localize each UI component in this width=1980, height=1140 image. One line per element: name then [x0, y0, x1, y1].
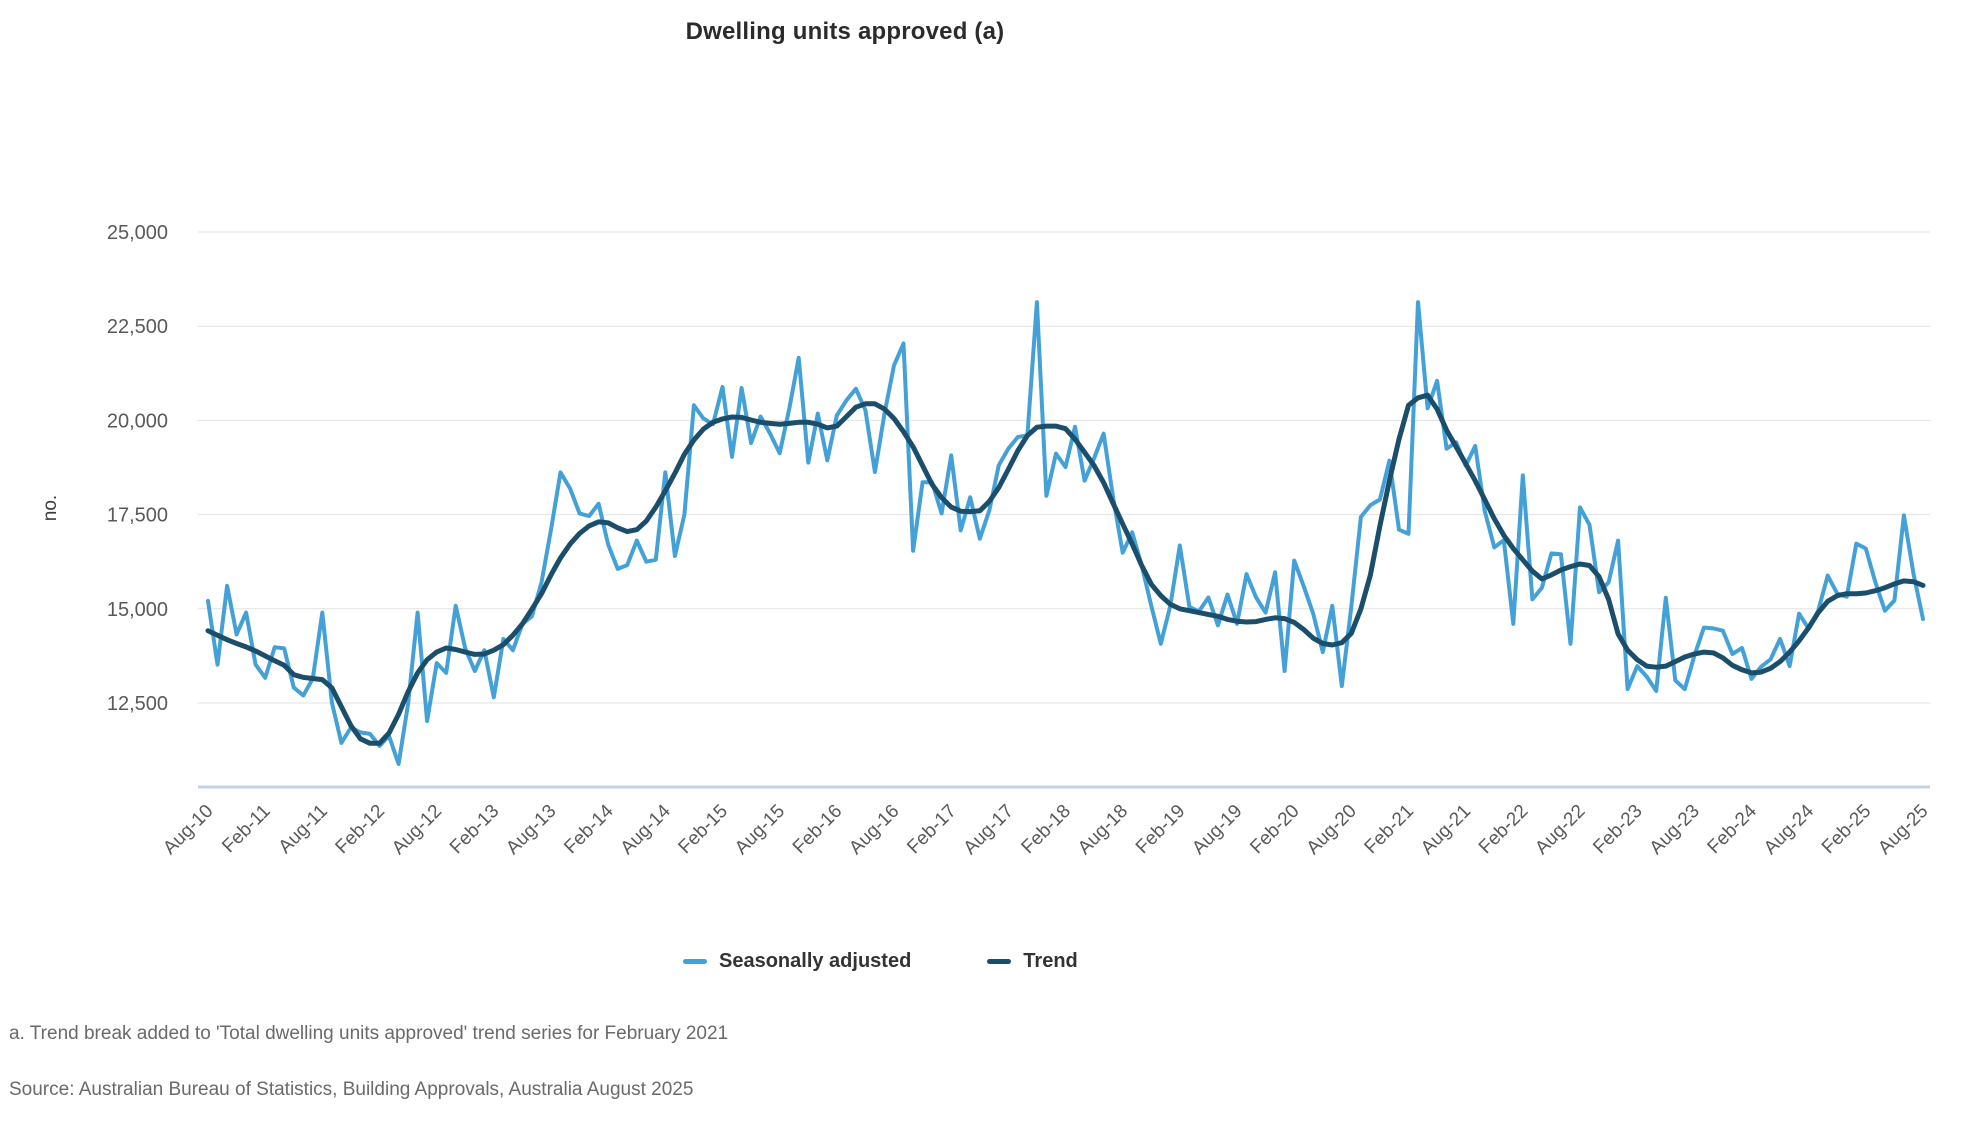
x-axis-tick-label: Aug-18: [1074, 801, 1132, 859]
y-axis-title: no.: [40, 495, 61, 521]
x-axis-tick-label: Aug-15: [731, 801, 789, 859]
x-axis-tick-label: Aug-10: [159, 801, 217, 859]
footnote-source: Source: Australian Bureau of Statistics,…: [9, 1079, 694, 1100]
x-axis-tick-label: Feb-14: [560, 800, 618, 858]
x-axis-tick-label: Aug-21: [1417, 801, 1475, 859]
y-axis-tick-label: 25,000: [107, 222, 168, 244]
x-axis-tick-label: Feb-13: [446, 801, 503, 858]
x-axis-tick-label: Feb-17: [903, 801, 960, 858]
y-axis-tick-label: 12,500: [107, 693, 168, 715]
legend-label-trend[interactable]: Trend: [1023, 949, 1078, 972]
seasonally-adjusted-line: [206, 300, 1925, 766]
x-axis-tick-label: Feb-23: [1589, 801, 1646, 858]
x-axis-tick-label: Feb-11: [218, 801, 274, 857]
x-axis-tick-label: Aug-12: [388, 801, 446, 859]
y-axis-tick-label: 17,500: [107, 505, 168, 527]
x-axis-tick-label: Feb-20: [1246, 801, 1303, 858]
x-axis-tick-label: Feb-16: [789, 801, 846, 858]
trend-swatch-icon: [987, 958, 1012, 964]
y-axis-tick-label: 22,500: [107, 316, 168, 338]
x-axis-tick-label: Aug-13: [502, 801, 560, 859]
x-axis-tick-label: Aug-25: [1874, 801, 1932, 859]
y-axis-tick-label: 15,000: [107, 599, 168, 621]
chart-title: Dwelling units approved (a): [685, 18, 1005, 45]
x-axis-tick-label: Aug-11: [275, 801, 332, 858]
x-axis-tick-label: Feb-15: [675, 801, 732, 858]
x-axis-tick-label: Feb-19: [1132, 801, 1189, 858]
x-axis-tick-label: Aug-22: [1531, 801, 1589, 859]
x-axis-tick-label: Aug-19: [1188, 801, 1246, 859]
x-axis-tick-label: Aug-23: [1646, 801, 1704, 859]
trend-line: [205, 392, 1926, 746]
x-axis-tick-label: Aug-24: [1760, 800, 1818, 858]
legend: Seasonally adjusted Trend: [683, 948, 1078, 974]
seasonally-adjusted-swatch-icon: [683, 958, 707, 964]
legend-label-seasonally-adjusted[interactable]: Seasonally adjusted: [719, 949, 912, 972]
x-axis-tick-label: Feb-21: [1361, 801, 1418, 858]
x-axis-tick-label: Feb-22: [1475, 801, 1532, 858]
x-axis-tick-label: Feb-25: [1818, 801, 1875, 858]
x-axis-tick-label: Aug-17: [960, 801, 1018, 859]
x-axis-tick-label: Feb-18: [1018, 801, 1075, 858]
footnote-trend-break: a. Trend break added to 'Total dwelling …: [9, 1023, 729, 1044]
x-axis-tick-label: Aug-16: [845, 801, 903, 859]
x-axis-tick-label: Aug-20: [1303, 801, 1361, 859]
x-axis-tick-label: Feb-12: [332, 801, 389, 858]
y-axis-tick-label: 20,000: [107, 410, 168, 432]
x-axis-tick-label: Feb-24: [1704, 800, 1762, 858]
x-axis-tick-label: Aug-14: [617, 800, 675, 858]
